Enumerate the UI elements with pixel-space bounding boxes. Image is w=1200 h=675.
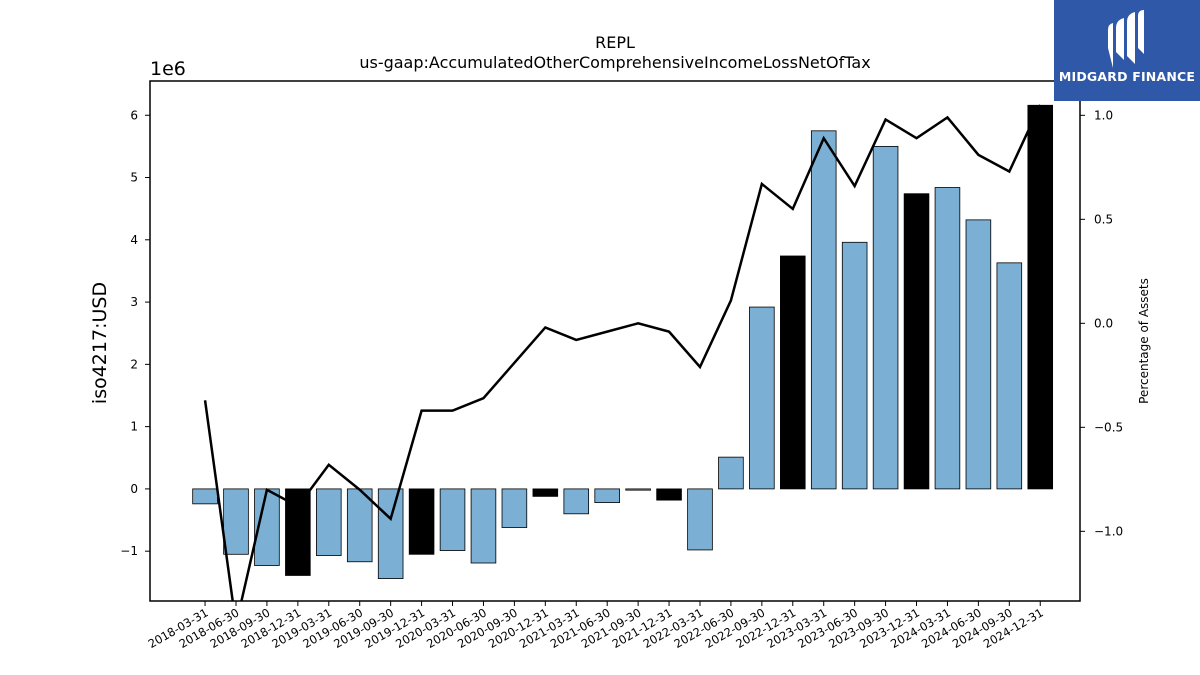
y-tick-label: 1 [130,420,138,434]
bar [780,255,806,490]
bar [377,488,404,579]
bar [625,488,651,491]
bar [563,488,590,515]
bar [903,193,930,490]
bar [965,219,992,490]
bar [1027,104,1054,490]
plot-frame [149,80,1081,602]
bar [718,456,744,490]
y-tick-label: 2 [130,357,138,371]
midgard-finance-logo: MIDGARD FINANCE [1054,0,1200,101]
bar [841,241,868,490]
bar [408,488,435,555]
chart-subtitle: us-gaap:AccumulatedOtherComprehensiveInc… [359,53,870,72]
bar [810,130,837,490]
bar [223,488,249,555]
y2-tick-label: 1.0 [1094,108,1113,122]
y2-tick-label: −0.5 [1094,420,1123,434]
y-tick-label: 0 [130,482,138,496]
bar [872,145,899,490]
bar [470,488,497,564]
y-tick-label: 6 [130,108,138,122]
bar [656,488,682,501]
bar [316,488,342,556]
bar [749,306,775,490]
y-offset-label: 1e6 [150,58,186,80]
chart-title: REPL [595,33,635,52]
y-tick-label: 5 [130,171,138,185]
y-tick-label: −1 [120,544,138,558]
bar [594,488,620,504]
y2-axis-label: Percentage of Assets [1137,278,1151,404]
bar [192,488,218,505]
bar [501,488,528,528]
logo-mark-icon [1108,10,1144,68]
y2-tick-label: 0.5 [1094,212,1113,226]
bar [346,488,373,563]
y2-tick-label: 0.0 [1094,316,1113,330]
bar [934,187,961,490]
bar [439,488,466,551]
y-axis-label: iso4217:USD [89,282,111,404]
y-tick-label: 3 [130,295,138,309]
bar [532,488,559,497]
y2-tick-label: −1.0 [1094,524,1123,538]
bar [687,488,713,551]
y-tick-label: 4 [130,233,138,247]
percentage-line [203,104,1042,601]
logo-text: MIDGARD FINANCE [1058,69,1196,84]
bar [996,262,1023,490]
